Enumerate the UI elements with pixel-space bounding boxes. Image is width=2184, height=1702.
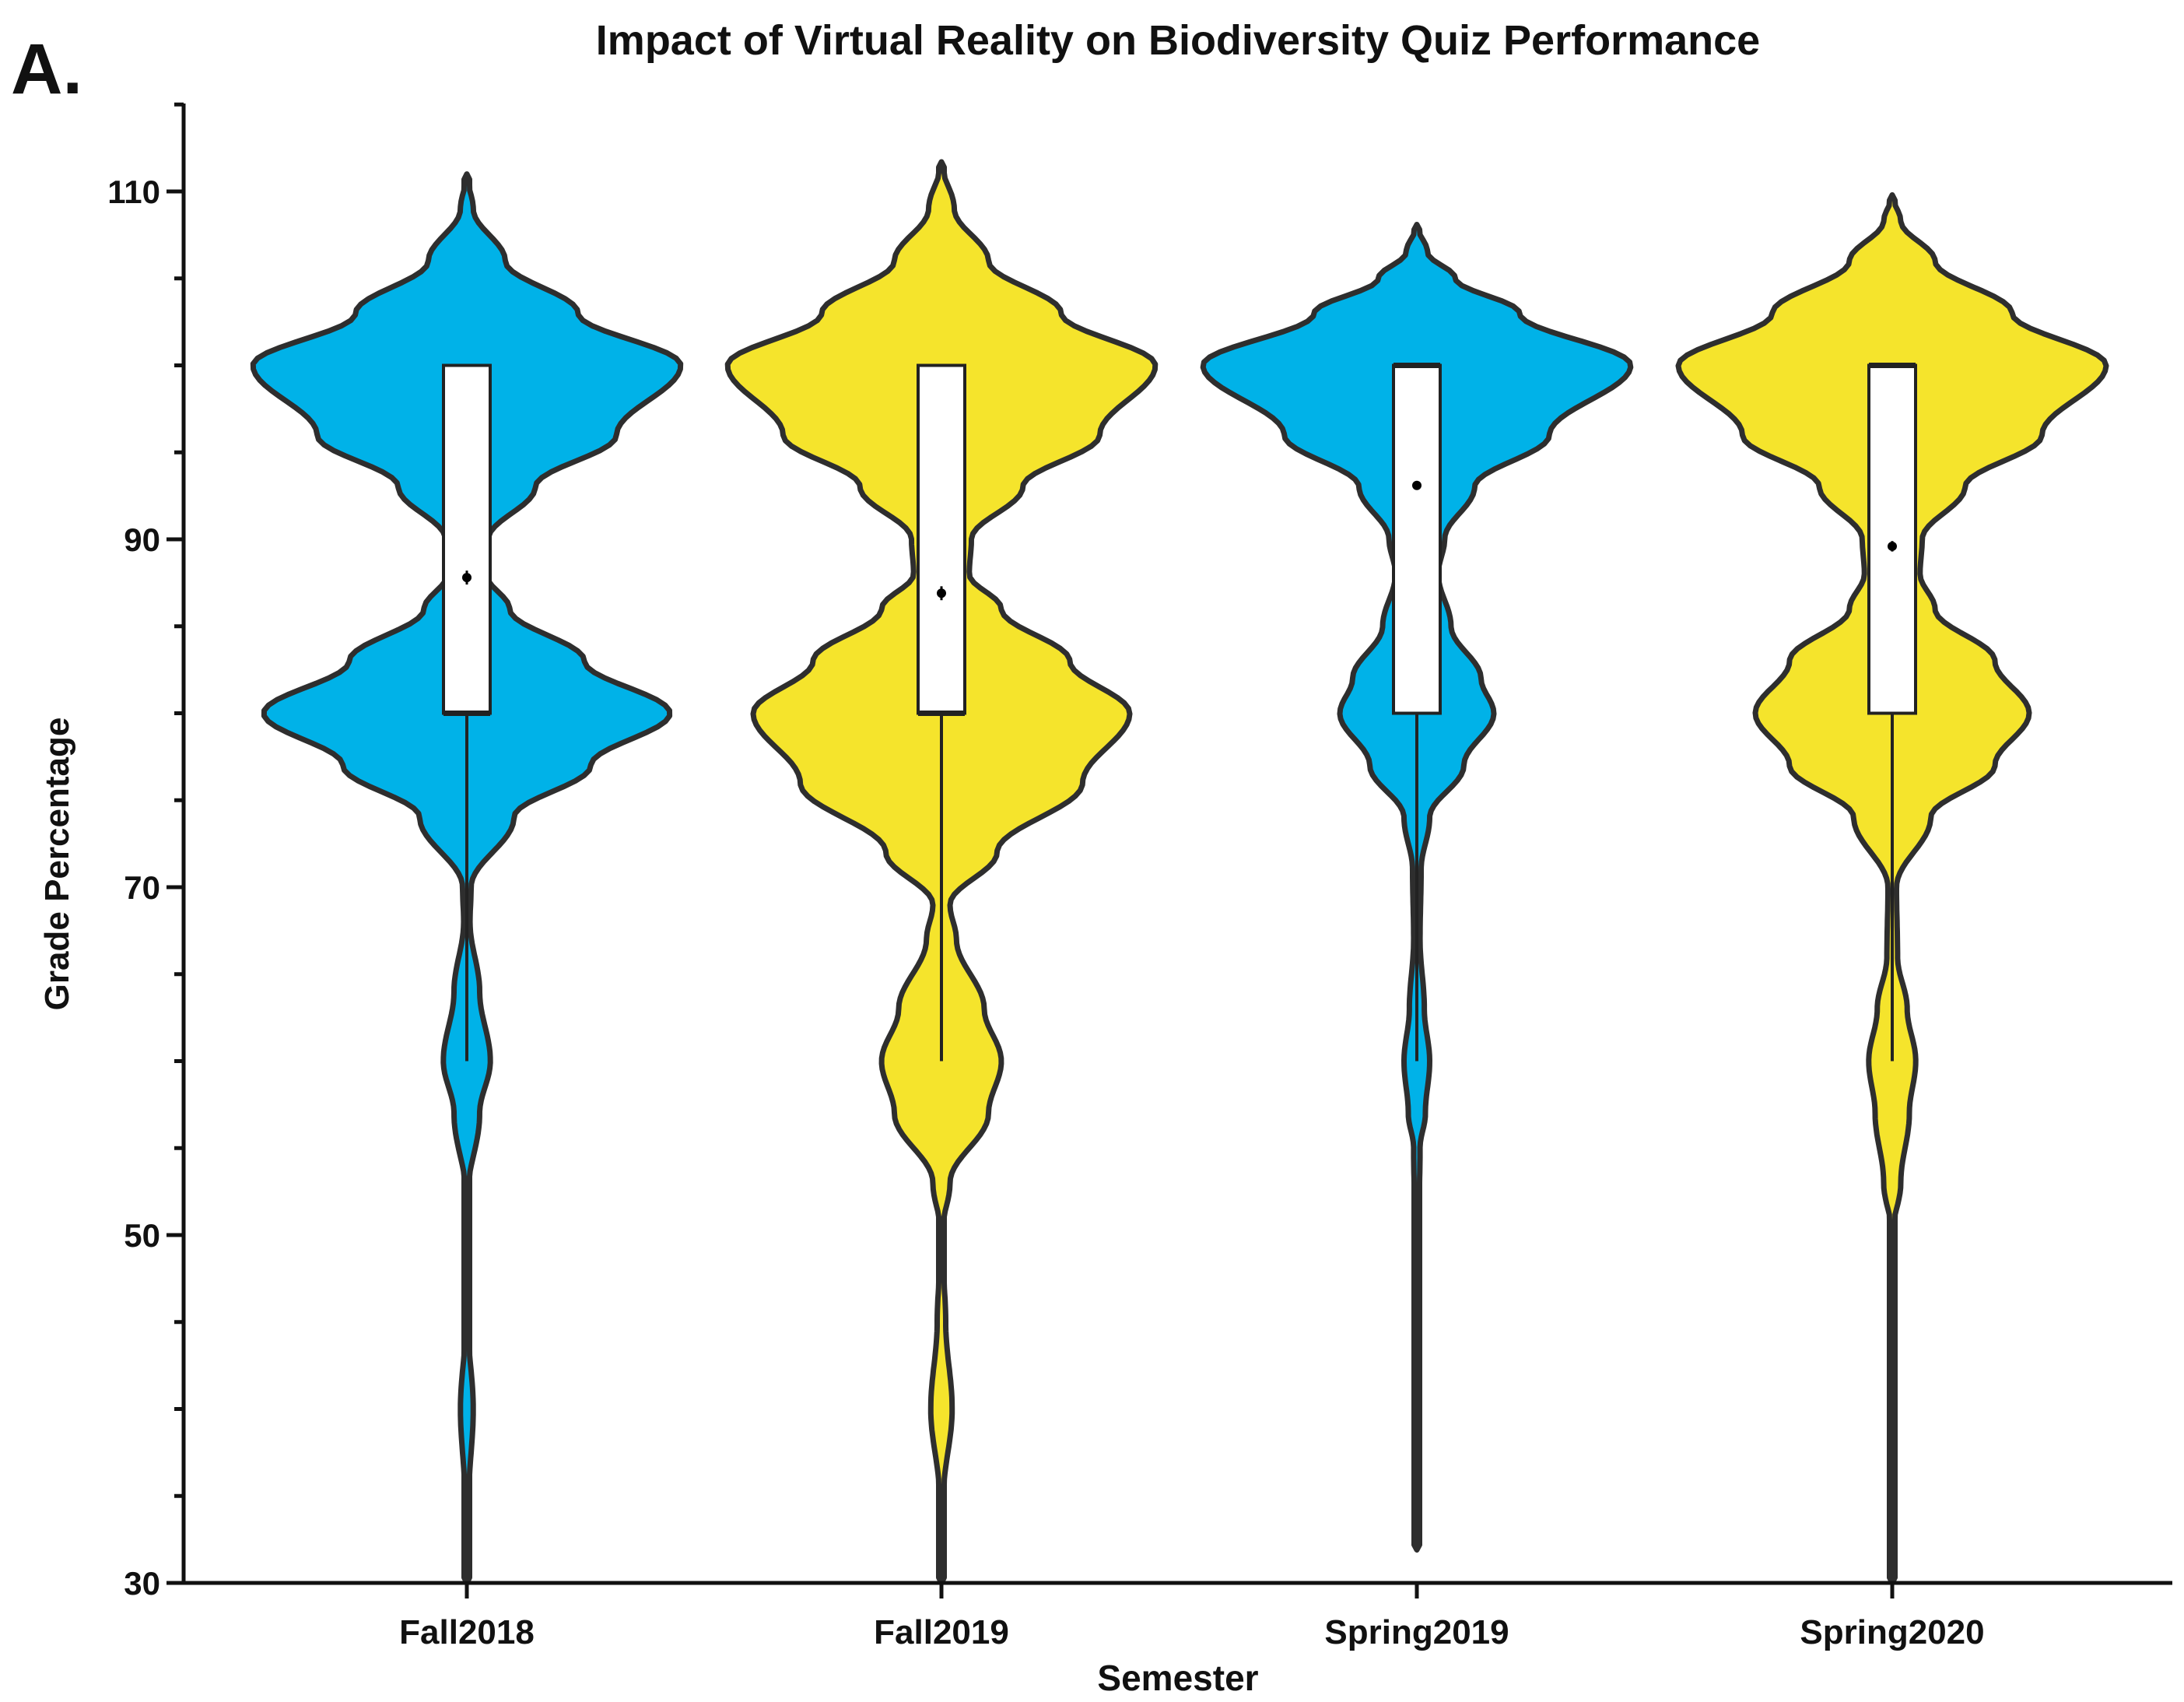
box-fall2019 xyxy=(917,363,966,715)
mean-point-spring2020 xyxy=(1888,541,1897,551)
y-tick-label: 70 xyxy=(124,869,160,906)
box-fall2018 xyxy=(442,363,492,715)
mean-point-fall2018 xyxy=(462,573,472,583)
y-tick-label: 110 xyxy=(107,174,160,210)
y-tick-label: 30 xyxy=(124,1565,160,1602)
panel-label: A. xyxy=(11,30,82,109)
violin-group-spring2019 xyxy=(1200,222,1634,1553)
mean-point-spring2019 xyxy=(1412,480,1422,490)
violin-group-spring2020 xyxy=(1675,192,2109,1586)
axes-layer: 30 50 70 90 110 Fall2018 Fall2019 Spring2019 Spr… xyxy=(107,102,2172,1651)
y-axis-label: Grade Percentage xyxy=(38,718,76,1011)
x-tick-label-fall2019: Fall2019 xyxy=(874,1613,1009,1651)
box-spring2019 xyxy=(1392,363,1442,715)
chart-title: Impact of Virtual Reality on Biodiversit… xyxy=(596,17,1760,64)
x-tick-label-fall2018: Fall2018 xyxy=(399,1613,535,1651)
x-tick-label-spring2020: Spring2020 xyxy=(1800,1613,1984,1651)
x-tick-label-spring2019: Spring2019 xyxy=(1324,1613,1509,1651)
y-tick-label: 90 xyxy=(124,521,160,558)
y-tick-label: 50 xyxy=(124,1217,160,1254)
box-spring2020 xyxy=(1867,363,1917,715)
violin-group-fall2018 xyxy=(250,171,684,1586)
mean-point-fall2019 xyxy=(937,588,946,598)
x-axis-label: Semester xyxy=(1097,1658,1258,1698)
violins-layer xyxy=(250,159,2109,1586)
violin-group-fall2019 xyxy=(724,159,1159,1586)
